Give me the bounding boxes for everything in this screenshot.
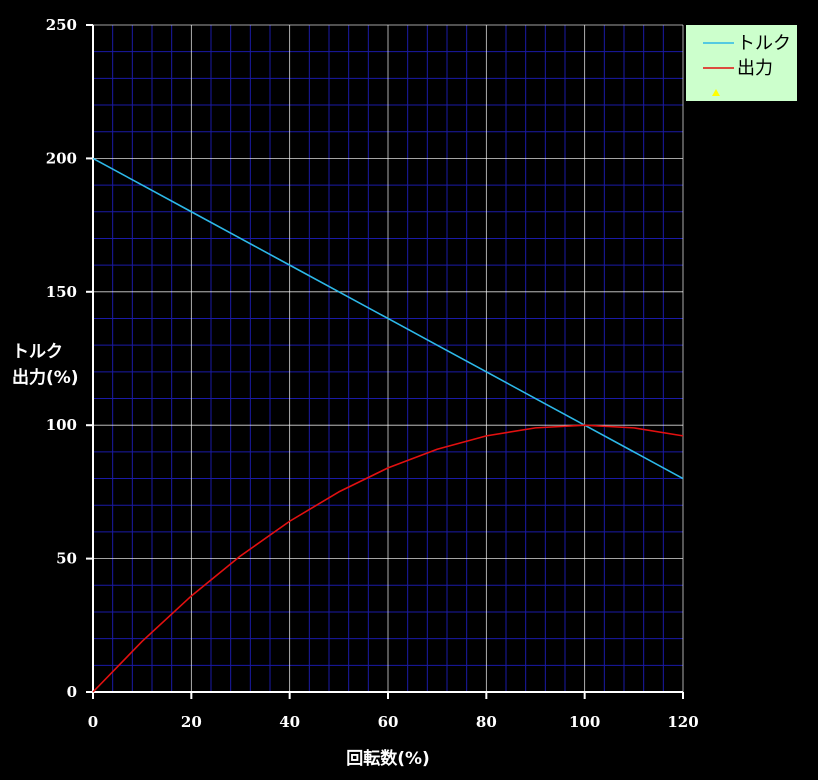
y-tick-label: 50 [56, 550, 77, 568]
y-tick-label: 250 [46, 16, 77, 34]
major-grid [93, 24, 684, 692]
x-tick-label: 20 [181, 713, 202, 731]
legend-triangle-marker [712, 89, 720, 96]
y-tick-labels: 0 50 100 150 200 250 [46, 16, 77, 701]
axes [86, 24, 684, 699]
legend-label-torque: トルク [737, 33, 791, 54]
x-axis-title: 回転数(%) [346, 748, 430, 769]
y-tick-label: 0 [67, 683, 77, 701]
legend-box [686, 25, 797, 101]
y-axis-title-line-1: トルク [12, 342, 63, 362]
x-tick-label: 40 [279, 713, 300, 731]
x-tick-label: 60 [378, 713, 399, 731]
x-tick-labels: 0 20 40 60 80 100 120 [88, 713, 699, 731]
x-tick-label: 0 [88, 713, 98, 731]
series-line-output [92, 424, 684, 693]
legend-label-output: 出力 [737, 58, 773, 79]
y-axis-title-line-2: 出力(%) [12, 367, 79, 388]
y-tick-label: 200 [46, 149, 77, 167]
y-tick-label: 100 [46, 416, 77, 434]
series-lines [92, 157, 684, 693]
legend: トルク 出力 [686, 25, 797, 101]
x-tick-label: 120 [667, 713, 698, 731]
x-tick-label: 80 [476, 713, 497, 731]
x-tick-label: 100 [569, 713, 600, 731]
y-tick-label: 150 [46, 283, 77, 301]
